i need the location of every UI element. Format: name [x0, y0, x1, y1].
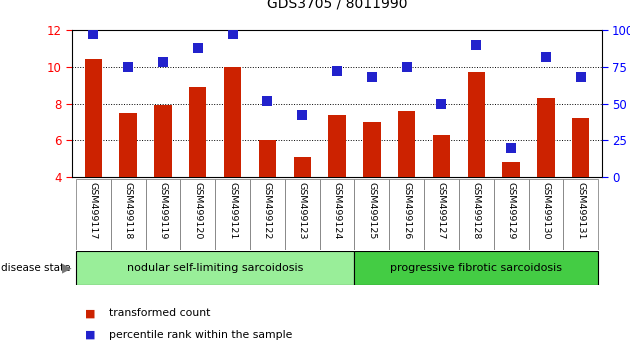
- Bar: [294, 157, 311, 177]
- Bar: [120, 113, 137, 177]
- Text: transformed count: transformed count: [109, 308, 210, 318]
- Bar: [76, 179, 111, 250]
- Text: ■: ■: [85, 308, 96, 318]
- Bar: [494, 179, 529, 250]
- Text: GSM499127: GSM499127: [437, 182, 446, 240]
- Bar: [424, 179, 459, 250]
- Bar: [146, 179, 180, 250]
- Bar: [285, 179, 319, 250]
- Bar: [224, 67, 241, 177]
- Point: [193, 45, 203, 51]
- Text: nodular self-limiting sarcoidosis: nodular self-limiting sarcoidosis: [127, 263, 304, 273]
- Text: ■: ■: [85, 330, 96, 339]
- Text: GSM499129: GSM499129: [507, 182, 515, 240]
- Bar: [259, 140, 276, 177]
- Text: disease state: disease state: [1, 263, 71, 273]
- Bar: [537, 98, 554, 177]
- Bar: [355, 251, 598, 285]
- Bar: [154, 105, 171, 177]
- Bar: [529, 179, 563, 250]
- Point: [367, 74, 377, 80]
- Point: [471, 42, 481, 47]
- Bar: [189, 87, 207, 177]
- Bar: [389, 179, 424, 250]
- Text: GSM499120: GSM499120: [193, 182, 202, 240]
- Point: [297, 113, 307, 118]
- Text: GSM499118: GSM499118: [123, 182, 133, 240]
- Text: GSM499126: GSM499126: [402, 182, 411, 240]
- Bar: [433, 135, 450, 177]
- Point: [541, 54, 551, 59]
- Bar: [572, 118, 590, 177]
- Point: [123, 64, 133, 70]
- Bar: [398, 111, 415, 177]
- Point: [158, 59, 168, 65]
- Text: GSM499131: GSM499131: [576, 182, 585, 240]
- Text: percentile rank within the sample: percentile rank within the sample: [109, 330, 292, 339]
- Bar: [563, 179, 598, 250]
- Bar: [250, 179, 285, 250]
- Point: [437, 101, 447, 106]
- Text: GSM499122: GSM499122: [263, 182, 272, 240]
- Bar: [363, 122, 381, 177]
- Bar: [180, 179, 215, 250]
- Bar: [76, 251, 355, 285]
- Point: [227, 32, 238, 37]
- Point: [332, 68, 342, 74]
- Bar: [84, 59, 102, 177]
- Text: GSM499121: GSM499121: [228, 182, 237, 240]
- Text: GSM499125: GSM499125: [367, 182, 376, 240]
- Text: ▶: ▶: [62, 262, 71, 275]
- Bar: [111, 179, 146, 250]
- Bar: [355, 179, 389, 250]
- Bar: [459, 179, 494, 250]
- Text: GSM499117: GSM499117: [89, 182, 98, 240]
- Text: GSM499124: GSM499124: [333, 182, 341, 240]
- Bar: [328, 115, 346, 177]
- Bar: [215, 179, 250, 250]
- Text: GSM499128: GSM499128: [472, 182, 481, 240]
- Text: GSM499119: GSM499119: [159, 182, 168, 240]
- Text: progressive fibrotic sarcoidosis: progressive fibrotic sarcoidosis: [391, 263, 563, 273]
- Point: [262, 98, 272, 103]
- Point: [506, 145, 516, 150]
- Point: [576, 74, 586, 80]
- Point: [88, 32, 98, 37]
- Bar: [502, 162, 520, 177]
- Bar: [467, 72, 485, 177]
- Text: GSM499123: GSM499123: [298, 182, 307, 240]
- Point: [402, 64, 412, 70]
- Text: GDS3705 / 8011990: GDS3705 / 8011990: [266, 0, 408, 11]
- Bar: [319, 179, 355, 250]
- Text: GSM499130: GSM499130: [541, 182, 551, 240]
